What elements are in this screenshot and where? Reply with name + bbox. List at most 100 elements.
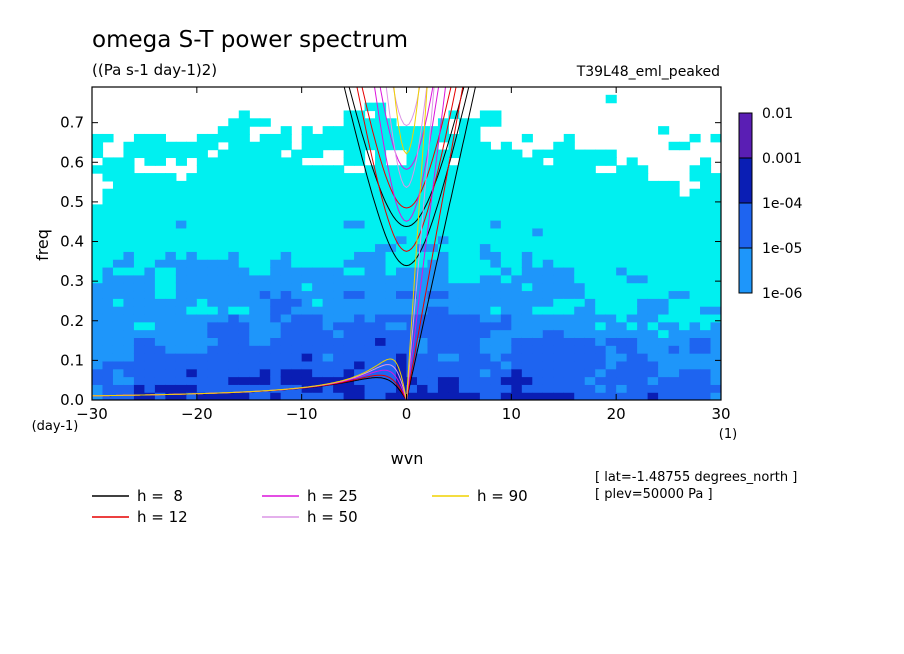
heat-cell <box>375 251 387 260</box>
heat-cell <box>647 259 659 268</box>
heat-cell <box>427 306 439 315</box>
heat-cell <box>626 165 638 174</box>
heat-cell <box>186 384 198 393</box>
heat-cell <box>469 149 481 159</box>
heat-cell <box>238 251 250 260</box>
heat-cell <box>532 157 544 166</box>
heat-cell <box>710 188 721 198</box>
heat-cell <box>490 282 502 292</box>
heat-cell <box>584 149 596 159</box>
heat-cell <box>626 157 638 166</box>
heat-cell <box>437 126 450 135</box>
heat-cell <box>490 274 502 284</box>
heat-cell <box>249 157 261 166</box>
heat-cell <box>270 368 282 378</box>
heat-cell <box>280 251 292 260</box>
heat-cell <box>102 251 114 260</box>
heat-cell <box>626 345 638 354</box>
heat-cell <box>437 360 450 370</box>
heat-cell <box>668 141 680 151</box>
heat-cell <box>207 266 219 276</box>
heat-cell <box>416 274 429 284</box>
heat-cell <box>700 165 712 174</box>
heat-cell <box>123 196 135 205</box>
colorbar-label: 1e-06 <box>762 286 802 302</box>
heat-cell <box>270 353 282 362</box>
heat-cell <box>186 345 198 354</box>
heat-cell <box>700 173 712 182</box>
heat-cell <box>228 180 240 190</box>
heat-cell <box>637 259 649 268</box>
heat-cell <box>102 227 114 237</box>
heat-cell <box>584 282 596 292</box>
heat-cell <box>626 266 638 276</box>
heat-cell <box>679 243 691 252</box>
heat-cell <box>595 392 607 400</box>
heat-cell <box>123 306 135 315</box>
heat-cell <box>228 133 240 143</box>
heat-cell <box>437 157 450 166</box>
heat-cell <box>427 329 439 338</box>
heat-cell <box>207 196 219 205</box>
heat-cell <box>469 227 481 237</box>
heat-cell <box>207 376 219 385</box>
heat-cell <box>700 220 712 229</box>
heat-cell <box>228 329 240 338</box>
heat-cell <box>123 298 135 307</box>
heat-cell <box>616 353 628 362</box>
heat-cell <box>396 251 408 260</box>
heat-cell <box>186 259 198 268</box>
dispersion-curve-h12-1 <box>356 87 457 252</box>
heat-cell <box>354 118 366 127</box>
heat-cell <box>500 227 512 237</box>
heat-cell <box>532 227 544 237</box>
heat-cell <box>207 360 219 370</box>
heat-cell <box>542 220 554 229</box>
heat-cell <box>301 290 313 299</box>
heat-cell <box>532 149 544 159</box>
heat-cell <box>385 173 397 182</box>
heat-cell <box>427 353 439 362</box>
heat-cell <box>458 180 470 190</box>
heat-cell <box>364 227 376 237</box>
heat-cell <box>154 149 166 159</box>
heat-cell <box>574 204 586 213</box>
heat-cell <box>427 173 439 182</box>
heat-cell <box>437 212 450 221</box>
heat-cell <box>301 353 313 362</box>
heat-cell <box>375 259 387 268</box>
heat-cell <box>375 376 387 385</box>
heat-cell <box>469 368 481 378</box>
heat-cell <box>175 157 187 166</box>
heat-cell <box>458 360 470 370</box>
heat-cell <box>175 376 187 385</box>
heat-cell <box>626 259 638 268</box>
heat-cell <box>259 313 271 323</box>
heat-cell <box>112 321 125 331</box>
heat-cell <box>165 220 177 229</box>
heat-cell <box>154 360 166 370</box>
heat-cell <box>490 235 502 245</box>
heat-cell <box>605 290 617 299</box>
heat-cell <box>490 384 502 393</box>
heat-cell <box>542 149 554 159</box>
heat-cell <box>479 157 491 166</box>
heat-cell <box>375 204 387 213</box>
heat-cell <box>249 196 261 205</box>
heat-cell <box>364 306 376 315</box>
heat-cell <box>500 196 512 205</box>
heat-cell <box>333 251 345 260</box>
heat-cell <box>427 204 439 213</box>
heat-cell <box>689 384 701 393</box>
heat-cell <box>144 282 156 292</box>
heat-cell <box>165 266 177 276</box>
heat-cell <box>647 180 659 190</box>
heat-cell <box>396 353 408 362</box>
heat-cell <box>469 212 481 221</box>
heat-cell <box>511 212 523 221</box>
heat-cell <box>385 376 397 385</box>
heat-cell <box>710 329 721 338</box>
heat-cell <box>154 306 166 315</box>
heat-cell <box>542 227 554 237</box>
heat-cell <box>238 337 250 346</box>
